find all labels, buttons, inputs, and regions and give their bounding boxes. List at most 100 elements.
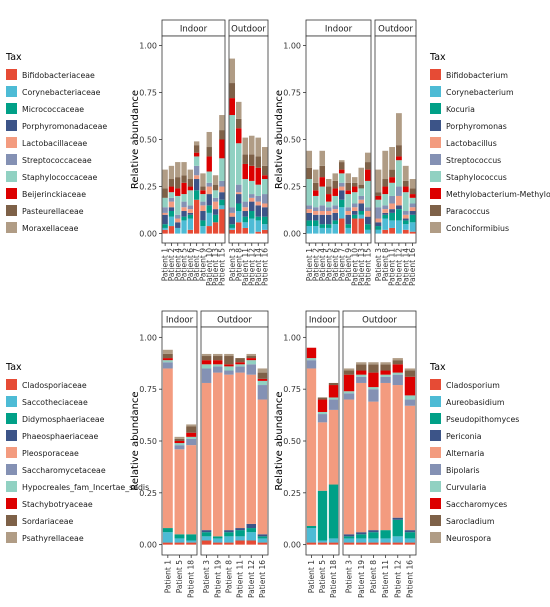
bar-segment-stachybotryaceae	[246, 358, 256, 361]
bar-segment-staphylococcaceae	[242, 179, 249, 202]
bar-segment-streptococcus	[396, 186, 402, 196]
bar-segment-pasteurellaceae	[200, 186, 206, 191]
x-tick-label: Patient 11	[388, 248, 397, 286]
bar-segment-pasteurellaceae	[219, 130, 225, 140]
legend-entry: Periconia	[446, 432, 482, 441]
bar-segment-streptococcaceae	[168, 197, 175, 202]
chart-panel-1: 0.00 0.25 0.50 0.75 1.00 Relative abundance In…	[5, 19, 269, 286]
bar-segment-lactobacillaceae	[248, 197, 255, 202]
bar-segment-corynebacterium	[396, 220, 402, 234]
bar-segment-phaeosphaeriaceae	[246, 523, 256, 529]
bar-segment-beijerinckiaceae	[261, 175, 268, 180]
legend-entry: Pseudopithomyces	[446, 415, 519, 424]
bar-segment-streptococcaceae	[162, 207, 168, 213]
bar-segment-staphylococcus	[332, 195, 339, 206]
legend-entry: Curvularia	[446, 483, 486, 492]
bar-segment-kocuria	[389, 212, 395, 221]
legend-swatch	[430, 205, 441, 216]
bar-segment-corynebacterium	[319, 227, 326, 234]
bar-segment-lactobacillaceae	[175, 218, 181, 223]
x-tick-label: Patient 15	[217, 248, 226, 286]
legend-entry: Lactobacillaceae	[22, 139, 87, 148]
y-tick-label: 0.75	[139, 88, 157, 97]
bar-segment-curvularia	[328, 397, 339, 400]
bar-segment-streptococcaceae	[181, 201, 187, 208]
bar-segment-psathyrellaceae	[162, 349, 173, 354]
bar-segment-beijerinckiaceae	[229, 98, 236, 116]
bar-segment-streptococcus	[402, 211, 409, 215]
bar-segment-paracoccus	[358, 184, 365, 189]
bar-segment-sarocladium	[368, 364, 379, 373]
x-tick-label: Patient 14	[401, 248, 410, 286]
legend-swatch	[430, 120, 441, 131]
bar-segment-paracoccus	[375, 192, 382, 196]
bar-segment-porphyromonadaceae	[168, 207, 175, 212]
bar-segment-stachybotryaceae	[162, 358, 173, 361]
bar-segment-lactobacillus	[375, 218, 382, 223]
bar-segment-alternaria	[368, 401, 379, 531]
bar-segment-beijerinckiaceae	[206, 156, 212, 172]
bar-segment-kocuria	[382, 214, 389, 219]
bar-segment-corynebacterium	[306, 226, 313, 234]
legend-entry: Psathyrellaceae	[22, 534, 84, 543]
bar-segment-neurospora	[380, 362, 391, 365]
legend-swatch	[6, 171, 17, 182]
bar-segment-streptococcus	[306, 205, 313, 210]
bar-segment-sordariaceae	[257, 372, 268, 379]
bar-segment-hypocreales-fam-incertae-sedis	[162, 360, 173, 363]
chart-panel-4: 0.00 0.25 0.50 0.75 1.00 Relative abundance In…	[274, 310, 519, 598]
bar-segment-micrococcaceae	[168, 211, 175, 217]
bar-segment-staphylococcaceae	[261, 179, 268, 195]
bar-segment-corynebacteriaceae	[162, 227, 168, 230]
bar-segment-staphylococcaceae	[229, 115, 236, 208]
bar-segment-methylobacterium-methylorubrum	[332, 188, 339, 196]
bar-segment-streptococcus	[389, 195, 395, 204]
legend-entry: Cladosporiaceae	[22, 381, 87, 390]
legend-entry: Hypocreales_fam_Incertae_sedis	[22, 483, 149, 492]
bar-segment-conchiformibius	[312, 169, 319, 183]
bar-segment-bifidobacteriaceae	[261, 229, 268, 234]
bar-segment-micrococcaceae	[261, 216, 268, 225]
bar-segment-paracoccus	[382, 179, 389, 187]
y-tick-label: 0.50	[139, 136, 157, 145]
bar-segment-aureobasidium	[368, 538, 379, 543]
bar-segment-didymosphaeriaceae	[235, 530, 245, 537]
bar-segment-beijerinckiaceae	[200, 190, 206, 195]
bar-segment-cladosporiaceae	[162, 542, 173, 545]
bar-segment-curvularia	[343, 391, 355, 394]
bar-segment-cladosporium	[317, 542, 328, 545]
bar-segment-micrococcaceae	[193, 190, 200, 200]
bar-segment-conchiformibius	[389, 147, 395, 170]
legend-entry: Neurospora	[446, 534, 491, 543]
bar-segment-bipolaris	[317, 414, 328, 423]
legend-entry: Conchiformibius	[446, 224, 509, 233]
bar-segment-streptococcaceae	[229, 207, 236, 213]
legend-swatch	[6, 69, 17, 80]
bar-segment-porphyromonas	[319, 214, 326, 225]
bar-segment-micrococcaceae	[248, 211, 255, 219]
legend-swatch	[6, 430, 17, 441]
bar-segment-streptococcaceae	[212, 197, 219, 202]
bar-segment-streptococcaceae	[187, 205, 194, 210]
legend-swatch	[430, 464, 441, 475]
bar-segment-phaeosphaeriaceae	[235, 528, 245, 531]
bar-segment-aureobasidium	[306, 528, 317, 543]
bar-segment-corynebacterium	[312, 226, 319, 234]
bar-segment-bipolaris	[404, 399, 416, 406]
bar-segment-periconia	[404, 530, 416, 533]
bar-segment-pleosporaceae	[246, 374, 256, 524]
legend-title: Tax	[429, 362, 446, 373]
legend-swatch	[6, 515, 17, 526]
bar-segment-saccharomyces	[380, 370, 391, 375]
bar-segment-bifidobacterium	[358, 218, 365, 234]
bar-segment-staphylococcus	[375, 199, 382, 208]
bar-segment-saccharomycetaceae	[213, 366, 223, 373]
bar-segment-streptococcus	[312, 207, 319, 212]
bar-segment-periconia	[392, 517, 403, 520]
bar-segment-staphylococcaceae	[200, 194, 206, 202]
bar-segment-methylobacterium-methylorubrum	[325, 194, 332, 202]
facet-indoor: Indoor Patient 1 Patient 5 Patient 18	[161, 310, 198, 598]
bar-segment-streptococcaceae	[248, 194, 255, 198]
legend-swatch	[430, 222, 441, 233]
legend-entry: Saccharomyces	[446, 500, 507, 509]
